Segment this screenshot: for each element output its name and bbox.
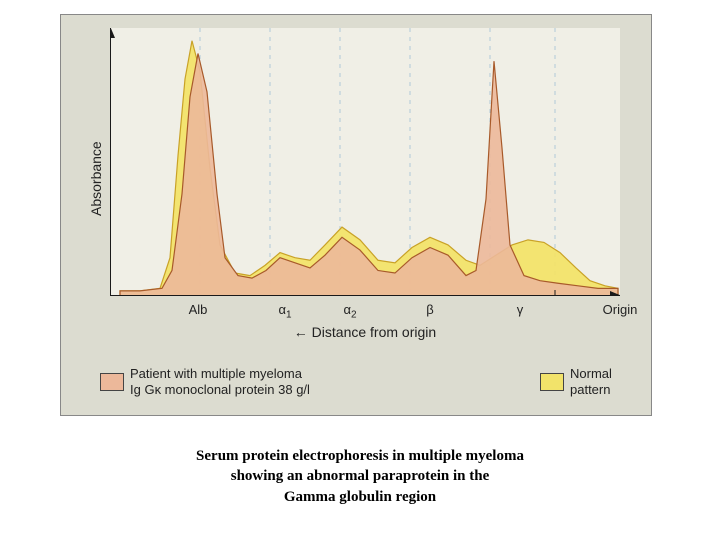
canvas: Absorbance Alb α1 α2 β γ Origin ← Distance fr…	[0, 0, 720, 540]
caption-line2: showing an abnormal paraprotein in the	[0, 466, 720, 486]
legend-patient: Patient with multiple myeloma Ig Gκ mono…	[100, 366, 310, 399]
swatch-patient-icon	[100, 373, 124, 391]
xtick-Origin: Origin	[603, 302, 638, 317]
xtick-gamma: γ	[517, 302, 524, 317]
xtick-alpha-1: α1	[278, 302, 291, 321]
legend-normal-text: Normal pattern	[570, 366, 612, 399]
caption-line3: Gamma globulin region	[0, 487, 720, 507]
xtick-beta: β	[426, 302, 433, 317]
legend-patient-line2: Ig Gκ monoclonal protein 38 g/l	[130, 382, 310, 398]
legend-patient-line1: Patient with multiple myeloma	[130, 366, 310, 382]
legend-normal: Normal pattern	[540, 366, 612, 399]
figure-caption: Serum protein electrophoresis in multipl…	[0, 446, 720, 507]
swatch-normal-icon	[540, 373, 564, 391]
legend-normal-line1: Normal	[570, 366, 612, 382]
plot-area	[110, 28, 620, 296]
y-axis-label: Absorbance	[88, 141, 104, 216]
caption-line1: Serum protein electrophoresis in multipl…	[0, 446, 720, 466]
legend-patient-text: Patient with multiple myeloma Ig Gκ mono…	[130, 366, 310, 399]
x-axis-label: ← Distance from origin	[180, 324, 550, 340]
legend-normal-line2: pattern	[570, 382, 612, 398]
xtick-alpha-2: α2	[343, 302, 356, 321]
electrophoresis-chart	[110, 28, 620, 296]
xtick-Alb: Alb	[189, 302, 208, 317]
